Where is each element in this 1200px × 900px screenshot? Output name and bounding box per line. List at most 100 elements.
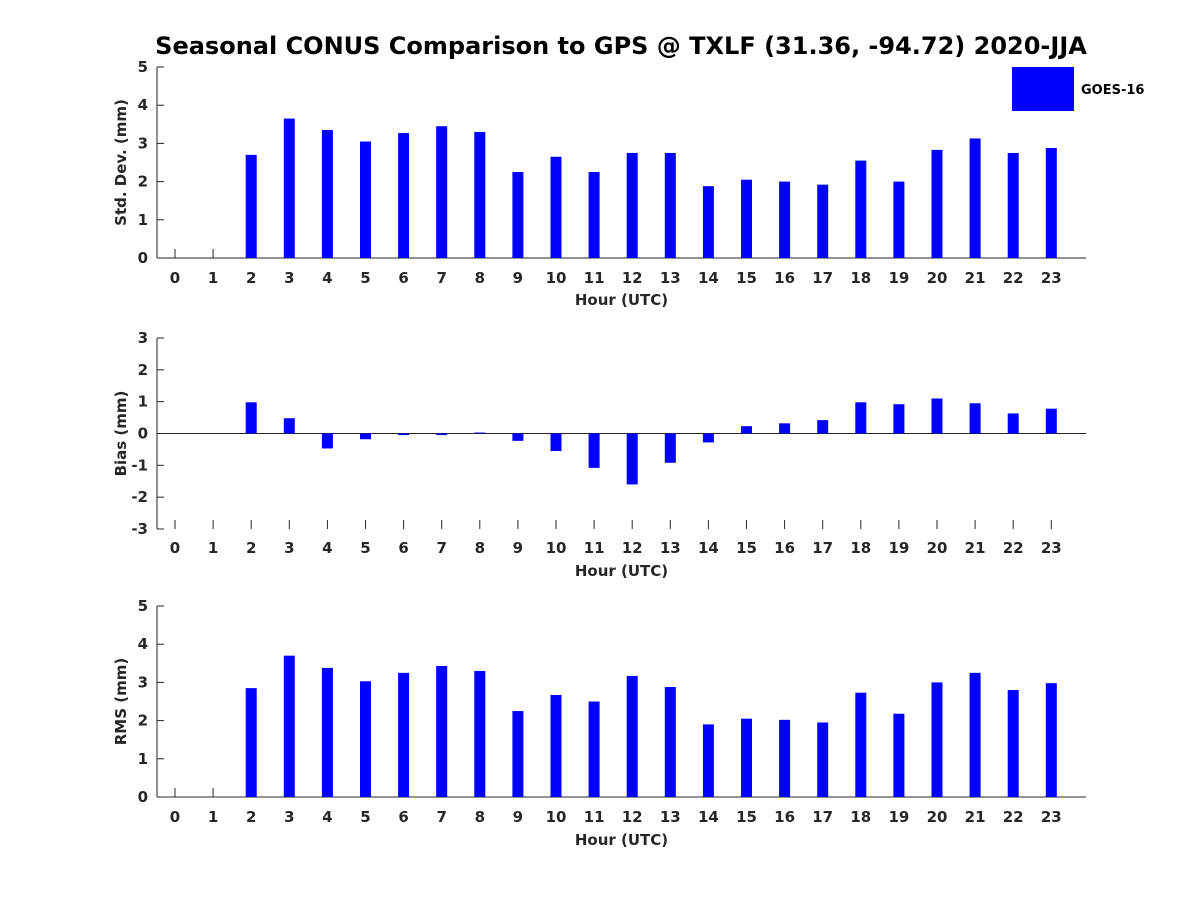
bar-hour-5	[360, 681, 371, 797]
x-tick-label: 18	[850, 808, 871, 826]
x-axis-label: Hour (UTC)	[575, 831, 668, 849]
bar-hour-16	[779, 181, 791, 258]
x-tick-label: 19	[888, 539, 909, 557]
bar-hour-20	[931, 398, 943, 434]
x-tick-label: 2	[246, 539, 256, 557]
bar-hour-17	[817, 420, 829, 434]
bar-hour-13	[664, 686, 676, 797]
x-tick-label: 6	[398, 539, 408, 557]
x-tick-label: 5	[360, 539, 370, 557]
x-tick-label: 21	[965, 269, 986, 287]
bar-hour-22	[1007, 152, 1019, 258]
bar-hour-4	[321, 130, 333, 258]
x-tick-label: 6	[398, 808, 408, 826]
x-tick-label: 23	[1041, 808, 1062, 826]
bar-hour-18	[855, 402, 867, 434]
bar-hour-17	[817, 184, 829, 258]
bar-hour-23	[1045, 147, 1057, 258]
x-tick-label: 2	[246, 269, 256, 287]
bar-hour-2	[245, 688, 257, 797]
x-tick-label: 16	[774, 269, 795, 287]
legend-label: GOES-16	[1081, 83, 1144, 98]
x-tick-label: 9	[513, 808, 523, 826]
x-tick-label: 9	[513, 269, 523, 287]
x-tick-label: 20	[927, 808, 948, 826]
x-tick-label: 8	[475, 269, 485, 287]
bar-hour-10	[550, 156, 562, 258]
bar-hour-15	[741, 718, 752, 797]
bar-hour-7	[436, 433, 448, 436]
x-tick-label: 20	[927, 269, 948, 287]
x-tick-label: 19	[888, 269, 909, 287]
x-tick-label: 3	[284, 269, 294, 287]
bar-hour-14	[702, 433, 714, 443]
bar-hour-22	[1007, 413, 1019, 434]
bar-hour-4	[321, 667, 333, 797]
bar-hour-5	[360, 433, 371, 440]
x-tick-label: 5	[360, 269, 370, 287]
chart-title: Seasonal CONUS Comparison to GPS @ TXLF …	[155, 32, 1087, 60]
bar-hour-17	[817, 722, 829, 797]
x-tick-label: 18	[850, 269, 871, 287]
x-tick-label: 13	[660, 269, 681, 287]
bar-hour-9	[512, 433, 524, 441]
x-tick-label: 10	[546, 808, 567, 826]
x-tick-label: 6	[398, 269, 408, 287]
y-tick-label: 1	[138, 750, 148, 768]
bar-hour-8	[474, 432, 486, 434]
y-axis-label: Bias (mm)	[112, 391, 130, 477]
x-tick-label: 10	[546, 539, 567, 557]
bar-hour-3	[283, 118, 295, 258]
y-tick-label: -1	[131, 456, 148, 474]
y-tick-label: 2	[138, 712, 148, 730]
x-tick-label: 14	[698, 808, 719, 826]
bar-hour-15	[741, 179, 752, 258]
legend-swatch	[1012, 67, 1074, 111]
bar-hour-2	[245, 154, 257, 258]
x-tick-label: 16	[774, 539, 795, 557]
x-tick-label: 8	[475, 539, 485, 557]
bar-hour-15	[741, 426, 752, 434]
bar-hour-22	[1007, 690, 1019, 797]
x-tick-label: 8	[475, 808, 485, 826]
x-tick-label: 17	[812, 269, 833, 287]
y-tick-label: 2	[138, 361, 148, 379]
bar-hour-13	[664, 152, 676, 258]
bar-hour-20	[931, 149, 943, 258]
x-tick-label: 13	[660, 808, 681, 826]
x-tick-label: 3	[284, 539, 294, 557]
bar-hour-11	[588, 172, 600, 258]
y-tick-label: 1	[138, 211, 148, 229]
x-tick-label: 13	[660, 539, 681, 557]
legend: GOES-16	[1012, 67, 1144, 111]
bar-hour-23	[1045, 408, 1057, 434]
bar-hour-16	[779, 423, 791, 434]
bar-hour-10	[550, 695, 562, 797]
y-tick-label: 3	[138, 329, 148, 347]
bar-hour-8	[474, 131, 486, 258]
x-tick-label: 11	[584, 539, 605, 557]
bar-hour-18	[855, 692, 867, 797]
bar-hour-9	[512, 711, 524, 797]
bar-hour-13	[664, 433, 676, 463]
x-tick-label: 17	[812, 539, 833, 557]
x-tick-label: 11	[584, 269, 605, 287]
bar-hour-19	[893, 181, 905, 258]
y-tick-label: 5	[138, 58, 148, 76]
x-tick-label: 9	[513, 539, 523, 557]
bar-hour-8	[474, 670, 486, 797]
bar-hour-18	[855, 160, 867, 258]
x-tick-label: 0	[170, 808, 180, 826]
x-tick-label: 1	[208, 269, 218, 287]
x-tick-label: 14	[698, 539, 719, 557]
bar-hour-12	[626, 152, 638, 258]
x-tick-label: 19	[888, 808, 909, 826]
bar-hour-6	[398, 433, 410, 436]
x-tick-label: 16	[774, 808, 795, 826]
y-axis-label: Std. Dev. (mm)	[112, 99, 130, 226]
x-tick-label: 0	[170, 269, 180, 287]
y-tick-label: 1	[138, 393, 148, 411]
